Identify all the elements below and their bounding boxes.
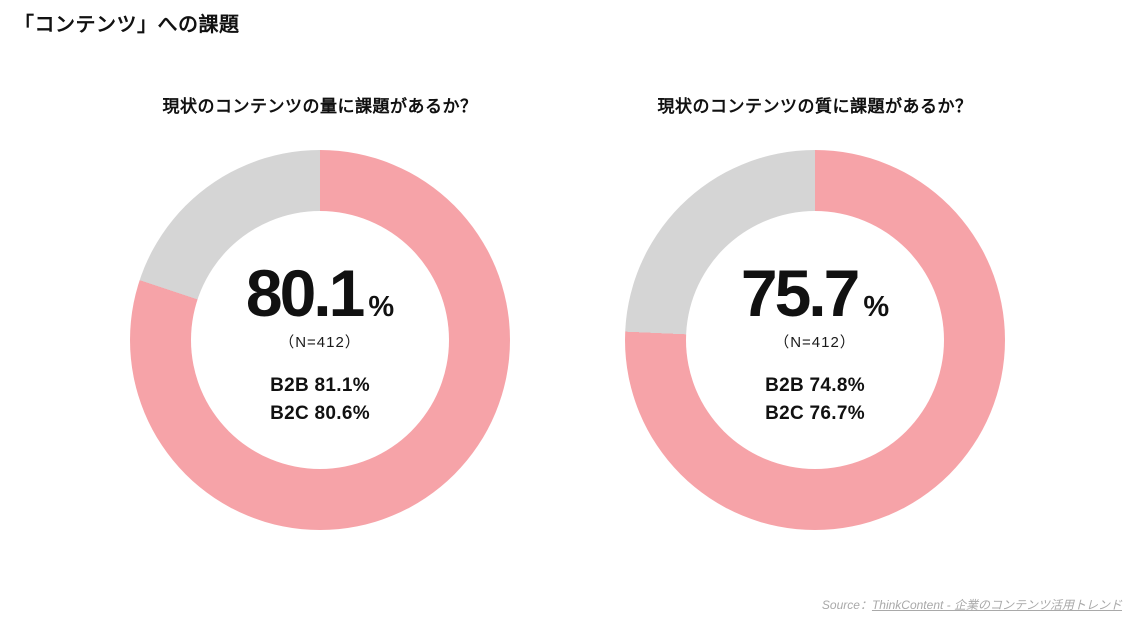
source-label: Source：: [821, 598, 872, 612]
percent-sign: %: [368, 291, 395, 323]
chart-content-quality: 現状のコンテンツの質に課題があるか？ 75.7 % （N=412） B2B 74…: [625, 95, 1005, 530]
sample-size: （N=412）: [774, 334, 856, 351]
center-value-row: 75.7 %: [741, 260, 889, 326]
page-title: 「コンテンツ」への課題: [14, 14, 240, 36]
donut-hole-quantity: 80.1 % （N=412） B2B 81.1% B2C 80.6%: [191, 211, 449, 469]
center-value: 80.1: [245, 256, 365, 330]
percent-sign: %: [863, 291, 890, 323]
chart-content-quantity: 現状のコンテンツの量に課題があるか？ 80.1 % （N=412） B2B 81…: [130, 95, 510, 530]
donut-hole-quality: 75.7 % （N=412） B2B 74.8% B2C 76.7%: [686, 211, 944, 469]
donut-chart-quality: 75.7 % （N=412） B2B 74.8% B2C 76.7%: [625, 150, 1005, 530]
chart-title-quantity: 現状のコンテンツの量に課題があるか？: [162, 97, 478, 116]
sample-size: （N=412）: [279, 334, 361, 351]
breakdown-b2c: B2C 76.7%: [765, 403, 865, 424]
center-value-row: 80.1 %: [246, 260, 394, 326]
chart-title-quality: 現状のコンテンツの質に課題があるか？: [657, 97, 973, 116]
breakdown-b2b: B2B 81.1%: [270, 375, 370, 396]
breakdown-b2c: B2C 80.6%: [270, 403, 370, 424]
donut-chart-quantity: 80.1 % （N=412） B2B 81.1% B2C 80.6%: [130, 150, 510, 530]
center-value: 75.7: [740, 256, 860, 330]
breakdown-b2b: B2B 74.8%: [765, 375, 865, 396]
source-line: Source：ThinkContent - 企業のコンテンツ活用トレンド: [822, 596, 1122, 613]
breakdown: B2B 74.8% B2C 76.7%: [765, 372, 865, 428]
breakdown: B2B 81.1% B2C 80.6%: [270, 372, 370, 428]
source-link[interactable]: ThinkContent - 企業のコンテンツ活用トレンド: [871, 598, 1122, 612]
